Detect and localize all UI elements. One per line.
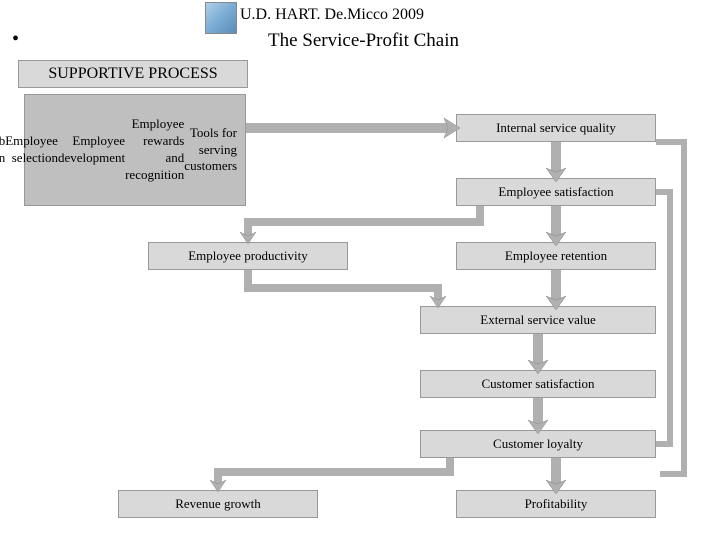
box-revenue-growth: Revenue growth: [118, 490, 318, 518]
page-title: The Service-Profit Chain: [268, 30, 459, 52]
box-employee-productivity: Employee productivity: [148, 242, 348, 270]
bullet: •: [12, 28, 19, 51]
header-text: U.D. HART. De.Micco 2009: [240, 6, 424, 24]
box-employee-satisfaction: Employee satisfaction: [456, 178, 656, 206]
box-customer-satisfaction: Customer satisfaction: [420, 370, 656, 398]
box-customer-loyalty: Customer loyalty: [420, 430, 656, 458]
box-supportive-process: SUPPORTIVE PROCESS: [18, 60, 248, 88]
box-workplace-design: Workplace designJob designEmployee selec…: [24, 94, 246, 206]
box-profitability: Profitability: [456, 490, 656, 518]
cube-icon: [205, 2, 237, 34]
box-external-value: External service value: [420, 306, 656, 334]
box-employee-retention: Employee retention: [456, 242, 656, 270]
box-internal-quality: Internal service quality: [456, 114, 656, 142]
